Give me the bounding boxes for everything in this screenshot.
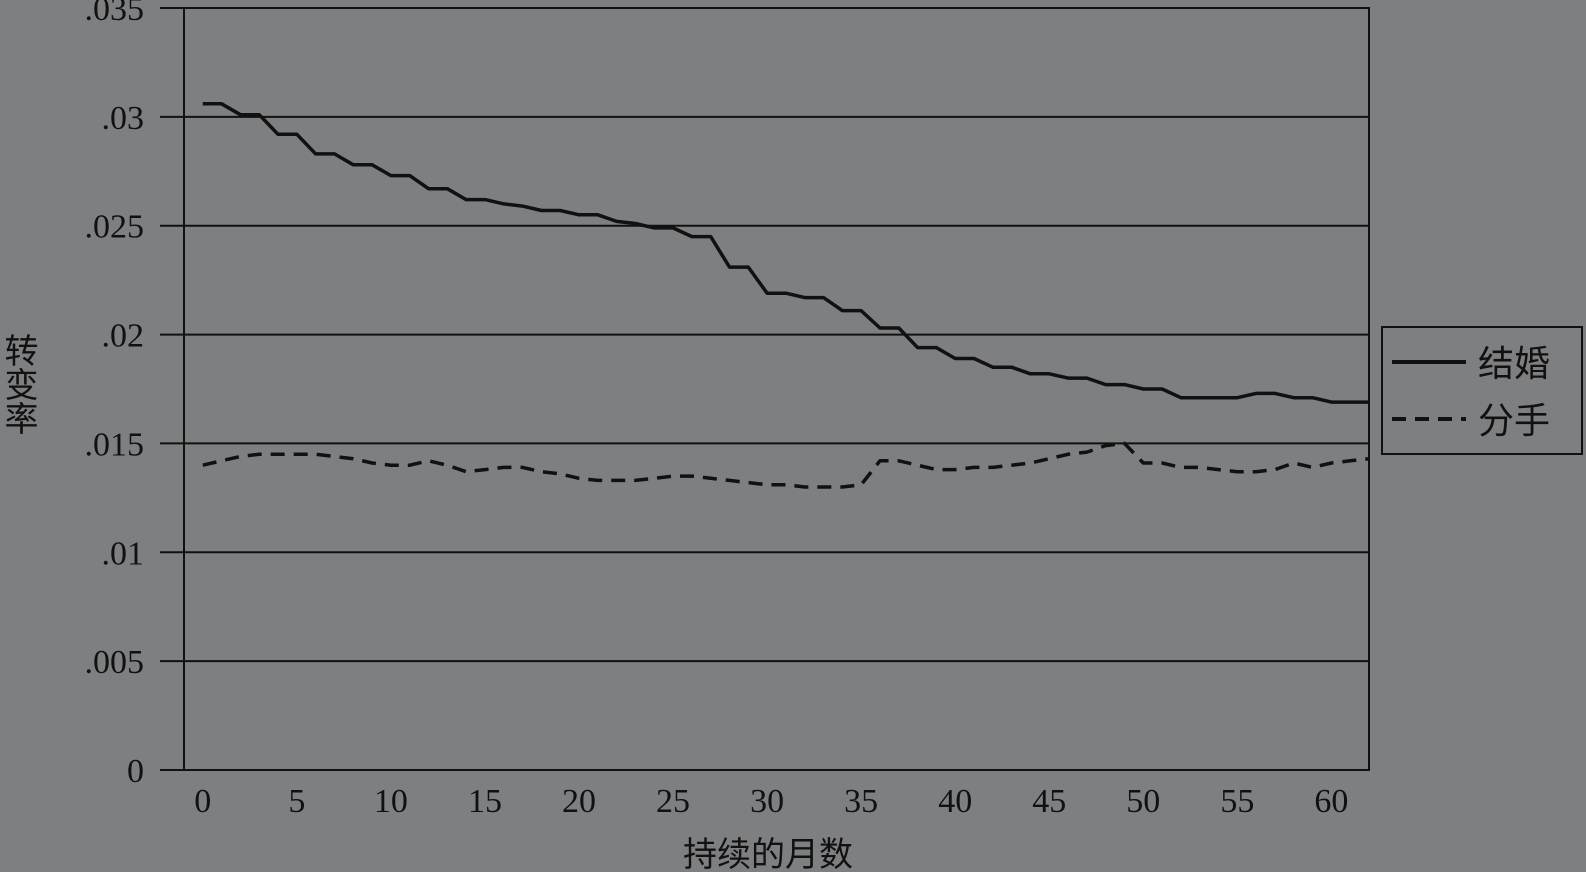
- y-tick-label: .01: [102, 535, 145, 572]
- x-tick-label: 50: [1126, 783, 1160, 820]
- y-tick-label: .015: [85, 426, 145, 463]
- axes: [183, 7, 1370, 771]
- legend-box: [1381, 326, 1583, 455]
- x-tick-labels: 0 5 10 15 20 25 30 35 40 45 50 55 60: [194, 783, 1348, 820]
- x-tick-label: 15: [468, 783, 502, 820]
- series-line-marriage: [202, 102, 1369, 404]
- x-axis-title: 持续的月数: [683, 835, 853, 872]
- y-tick-label: 0: [127, 753, 144, 790]
- x-tick-label: 30: [750, 783, 784, 820]
- y-axis-title: 转变率: [0, 333, 38, 435]
- y-tick-label: .02: [102, 318, 145, 355]
- x-tick-label: 10: [374, 783, 408, 820]
- grid-lines: [160, 7, 1369, 771]
- y-tick-label: .025: [85, 209, 145, 246]
- x-tick-label: 5: [288, 783, 305, 820]
- x-tick-label: 0: [194, 783, 211, 820]
- x-tick-label: 55: [1220, 783, 1254, 820]
- legend-label-breakup: 分手: [1478, 401, 1550, 442]
- series-lines: [202, 102, 1370, 489]
- y-tick-label: .035: [85, 0, 145, 28]
- y-tick-label: .03: [102, 100, 145, 137]
- plot-frame: [183, 7, 1370, 771]
- y-tick-labels: 0 .005 .01 .015 .02 .025 .03 .035: [85, 0, 145, 790]
- x-tick-label: 35: [844, 783, 878, 820]
- x-tick-label: 40: [938, 783, 972, 820]
- x-tick-label: 60: [1314, 783, 1348, 820]
- x-tick-label: 20: [562, 783, 596, 820]
- legend-label-marriage: 结婚: [1478, 344, 1550, 385]
- x-tick-label: 25: [656, 783, 690, 820]
- x-tick-label: 45: [1032, 783, 1066, 820]
- y-tick-label: .005: [85, 644, 145, 681]
- series-line-breakup: [202, 441, 1370, 489]
- legend: 结婚 分手: [1381, 326, 1583, 455]
